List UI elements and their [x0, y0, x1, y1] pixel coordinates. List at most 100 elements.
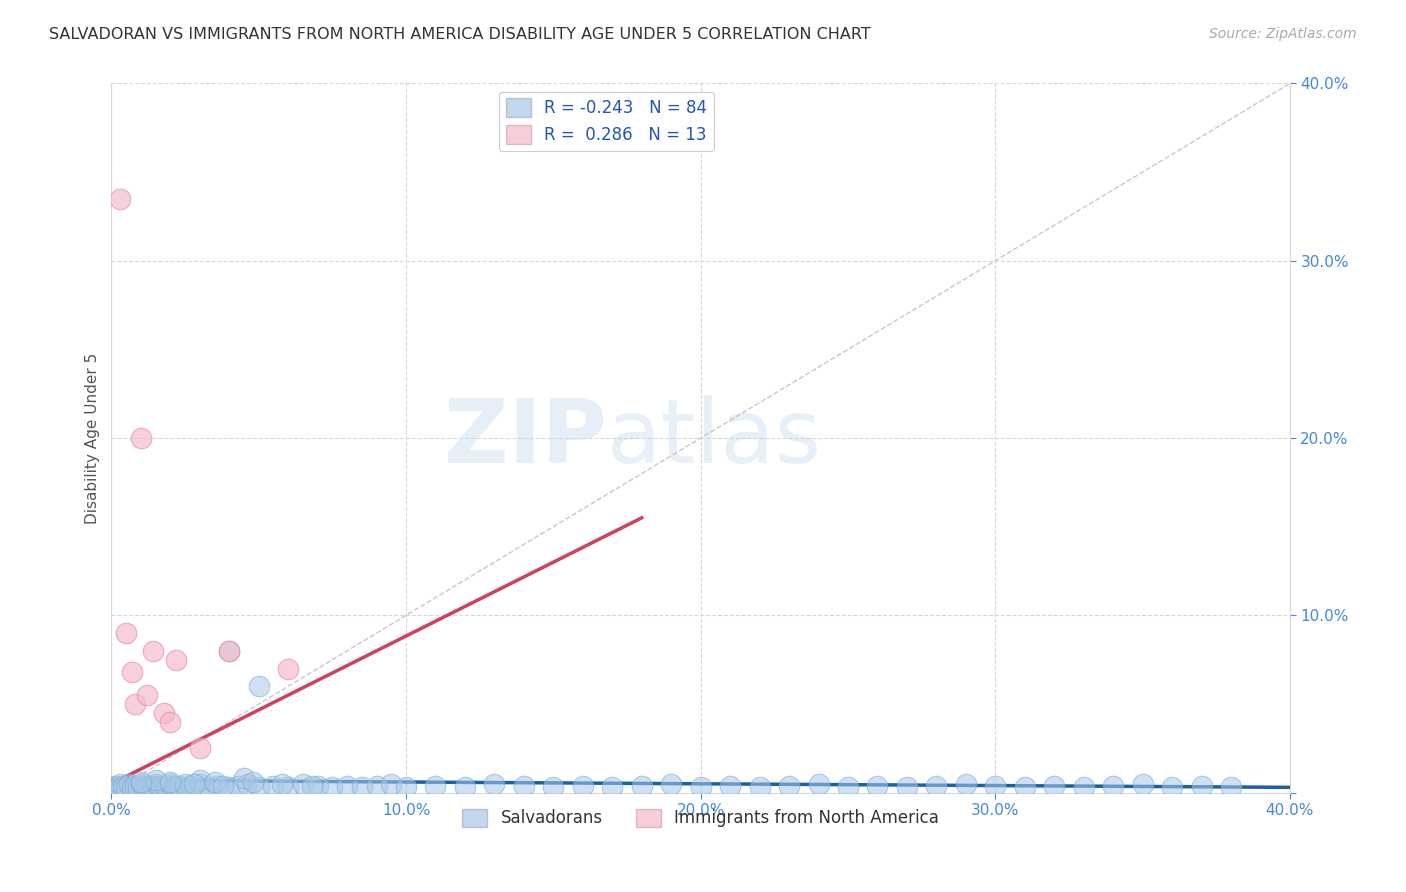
- Point: [242, 775, 264, 789]
- Text: Source: ZipAtlas.com: Source: ZipAtlas.com: [1209, 27, 1357, 41]
- Point: [513, 779, 536, 793]
- Point: [115, 626, 138, 640]
- Point: [984, 779, 1007, 793]
- Point: [159, 714, 181, 729]
- Point: [129, 777, 152, 791]
- Point: [247, 679, 270, 693]
- Point: [110, 777, 132, 791]
- Point: [115, 780, 138, 795]
- Point: [124, 779, 146, 793]
- Point: [543, 780, 565, 795]
- Point: [307, 779, 329, 793]
- Point: [718, 779, 741, 793]
- Point: [866, 779, 889, 793]
- Point: [301, 779, 323, 793]
- Point: [142, 644, 165, 658]
- Point: [188, 777, 211, 791]
- Point: [395, 780, 418, 795]
- Point: [197, 780, 219, 795]
- Point: [159, 775, 181, 789]
- Point: [247, 780, 270, 795]
- Point: [896, 780, 918, 795]
- Point: [277, 661, 299, 675]
- Point: [218, 644, 240, 658]
- Point: [207, 779, 229, 793]
- Text: atlas: atlas: [606, 394, 821, 482]
- Point: [135, 688, 157, 702]
- Point: [659, 777, 682, 791]
- Point: [132, 779, 155, 793]
- Point: [218, 780, 240, 795]
- Point: [150, 780, 173, 795]
- Point: [837, 780, 859, 795]
- Point: [110, 192, 132, 206]
- Point: [925, 779, 948, 793]
- Point: [748, 780, 770, 795]
- Point: [188, 773, 211, 788]
- Point: [204, 775, 226, 789]
- Point: [212, 779, 235, 793]
- Point: [262, 779, 284, 793]
- Point: [807, 777, 830, 791]
- Point: [112, 779, 135, 793]
- Point: [153, 779, 176, 793]
- Point: [135, 780, 157, 795]
- Legend: Salvadorans, Immigrants from North America: Salvadorans, Immigrants from North Ameri…: [456, 802, 946, 834]
- Point: [127, 780, 149, 795]
- Point: [484, 777, 506, 791]
- Point: [454, 780, 477, 795]
- Point: [321, 780, 343, 795]
- Point: [1043, 779, 1066, 793]
- Point: [572, 779, 595, 793]
- Point: [236, 777, 259, 791]
- Point: [165, 780, 187, 795]
- Point: [1161, 780, 1184, 795]
- Point: [174, 777, 197, 791]
- Point: [153, 706, 176, 720]
- Point: [271, 777, 294, 791]
- Point: [103, 779, 125, 793]
- Point: [1102, 779, 1125, 793]
- Point: [630, 779, 652, 793]
- Text: ZIP: ZIP: [444, 394, 606, 482]
- Point: [218, 644, 240, 658]
- Point: [380, 777, 402, 791]
- Point: [145, 773, 167, 788]
- Point: [689, 780, 711, 795]
- Point: [180, 779, 202, 793]
- Point: [600, 780, 623, 795]
- Point: [129, 775, 152, 789]
- Point: [121, 780, 143, 795]
- Point: [174, 780, 197, 795]
- Point: [156, 780, 179, 795]
- Point: [188, 741, 211, 756]
- Point: [142, 780, 165, 795]
- Y-axis label: Disability Age Under 5: Disability Age Under 5: [86, 352, 100, 524]
- Point: [162, 779, 184, 793]
- Point: [129, 431, 152, 445]
- Point: [336, 779, 359, 793]
- Point: [955, 777, 977, 791]
- Point: [1014, 780, 1036, 795]
- Point: [226, 779, 249, 793]
- Point: [233, 772, 256, 786]
- Point: [124, 697, 146, 711]
- Point: [1191, 779, 1213, 793]
- Point: [145, 777, 167, 791]
- Point: [118, 777, 141, 791]
- Point: [121, 665, 143, 679]
- Point: [291, 777, 314, 791]
- Text: SALVADORAN VS IMMIGRANTS FROM NORTH AMERICA DISABILITY AGE UNDER 5 CORRELATION C: SALVADORAN VS IMMIGRANTS FROM NORTH AMER…: [49, 27, 870, 42]
- Point: [105, 780, 128, 795]
- Point: [167, 779, 190, 793]
- Point: [1220, 780, 1243, 795]
- Point: [148, 779, 170, 793]
- Point: [138, 779, 160, 793]
- Point: [425, 779, 447, 793]
- Point: [366, 779, 388, 793]
- Point: [165, 653, 187, 667]
- Point: [350, 780, 373, 795]
- Point: [183, 777, 205, 791]
- Point: [277, 780, 299, 795]
- Point: [778, 779, 800, 793]
